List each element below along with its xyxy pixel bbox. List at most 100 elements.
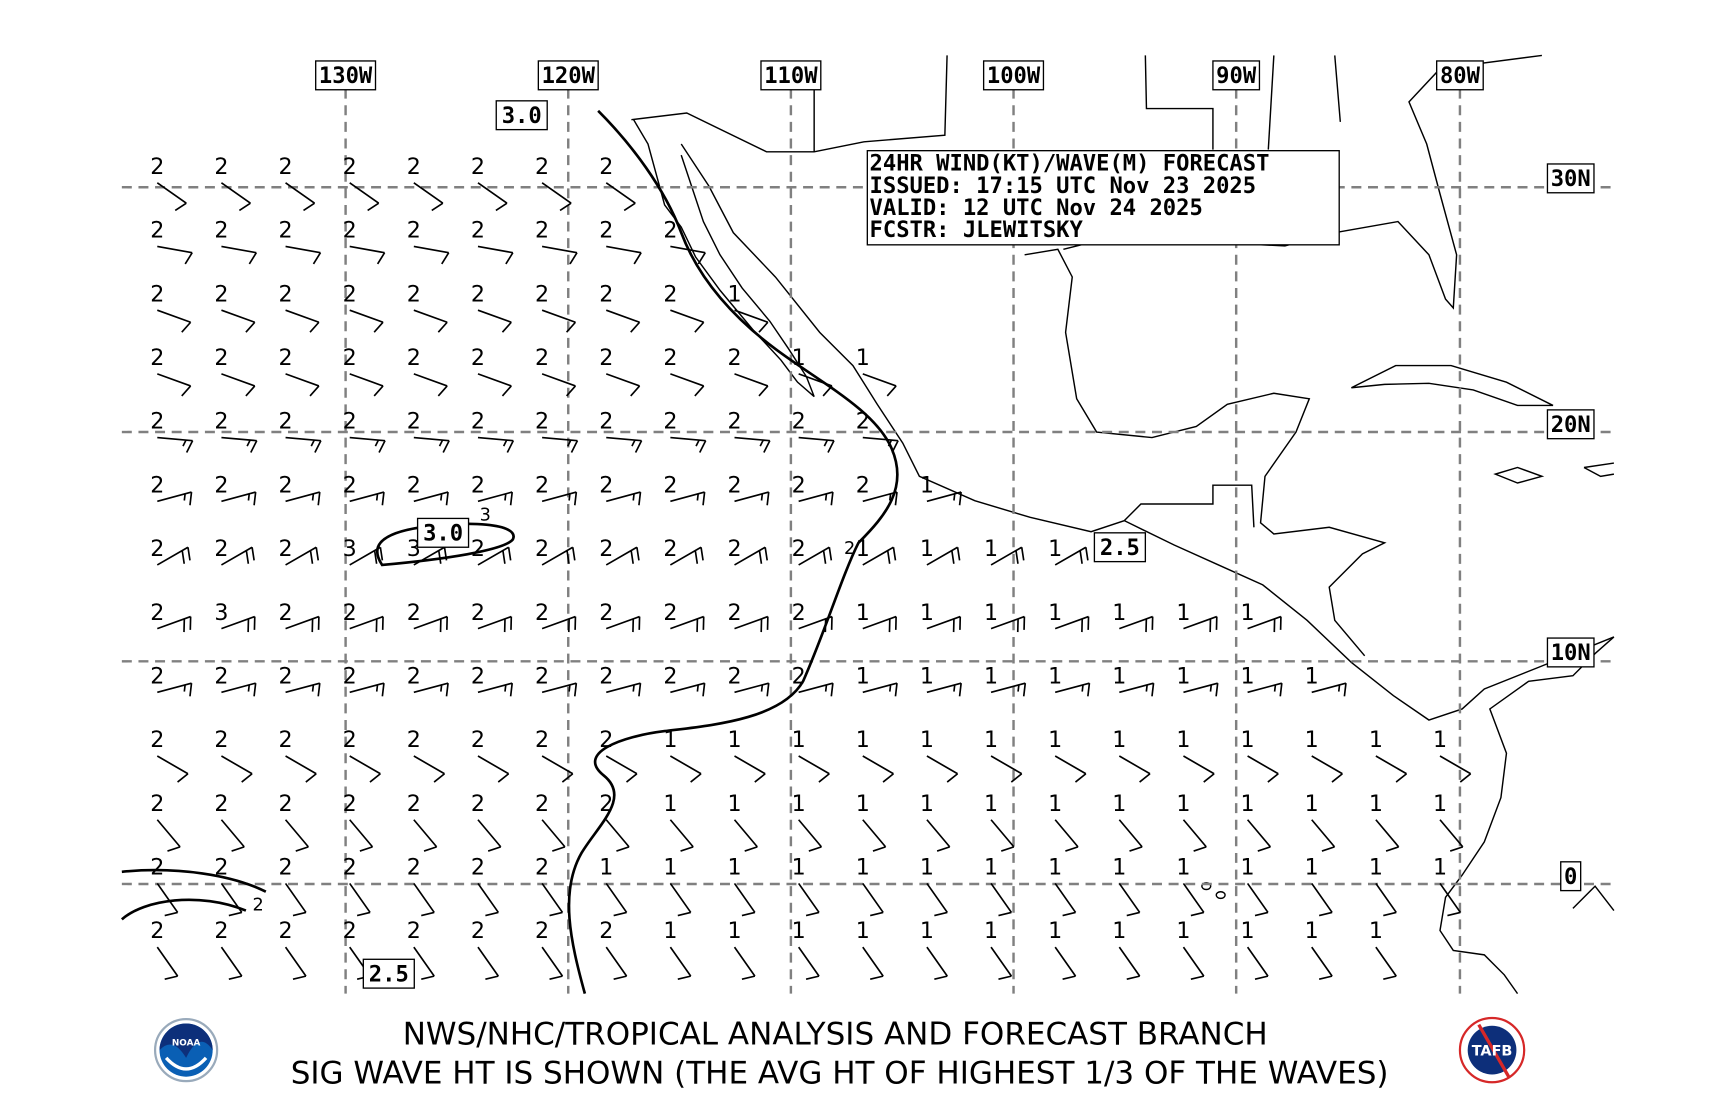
station-plot: 1 xyxy=(1369,855,1397,917)
station-plot: 2 xyxy=(599,409,643,453)
station-plot: 2 xyxy=(279,536,320,566)
station-plot: 1 xyxy=(984,918,1013,981)
wind-barb xyxy=(349,682,385,697)
wind-barb xyxy=(1054,882,1077,917)
wind-barb xyxy=(926,755,959,783)
station-plot: 1 xyxy=(1433,727,1472,783)
wind-barb xyxy=(926,615,962,633)
wind-barb xyxy=(157,436,194,453)
wave-height: 2 xyxy=(407,918,421,944)
wave-height: 2 xyxy=(727,536,741,562)
wave-height: 1 xyxy=(1241,727,1255,753)
wind-barb xyxy=(669,882,692,917)
wind-barb xyxy=(862,436,899,453)
station-plot: 2 xyxy=(150,855,179,917)
wind-barb xyxy=(734,373,769,397)
wind-barb xyxy=(798,436,835,453)
station-plot: 1 xyxy=(984,855,1013,917)
wind-barb xyxy=(1247,682,1283,697)
station-plot: 1 xyxy=(792,791,823,852)
wave-contours xyxy=(120,109,899,994)
wind-barb xyxy=(413,755,446,783)
wave-height: 2 xyxy=(279,409,293,435)
wind-barb xyxy=(413,946,435,981)
wave-height: 1 xyxy=(856,791,870,817)
wave-height: 2 xyxy=(279,345,293,371)
wave-height: 1 xyxy=(856,918,870,944)
wave-height: 2 xyxy=(214,345,228,371)
wind-barb xyxy=(605,309,641,333)
wave-height: 2 xyxy=(599,281,613,307)
longitude-label: 120W xyxy=(542,63,596,89)
wind-barb xyxy=(285,615,320,633)
station-plot: 1 xyxy=(984,536,1025,566)
wave-height: 2 xyxy=(471,536,485,562)
station-plot: 1 xyxy=(1176,600,1218,633)
wave-height: 2 xyxy=(471,663,485,689)
wind-barb xyxy=(606,491,642,506)
station-plot: 2 xyxy=(471,536,512,566)
jamaica xyxy=(1493,466,1545,484)
wave-height: 2 xyxy=(150,154,164,180)
station-plot: 2 xyxy=(214,791,245,852)
wave-height: 2 xyxy=(407,281,421,307)
station-plot: 2 xyxy=(471,918,500,981)
wind-barb xyxy=(285,373,320,397)
wave-height: 2 xyxy=(214,791,228,817)
wave-height: 1 xyxy=(599,855,613,881)
wave-height: 1 xyxy=(1112,918,1126,944)
wind-barb xyxy=(1183,682,1219,697)
wind-barb xyxy=(990,546,1025,566)
wave-height: 1 xyxy=(1433,855,1447,881)
station-plot: 1 xyxy=(1048,855,1077,917)
wind-barb xyxy=(605,819,630,852)
station-plot: 1 xyxy=(920,663,962,697)
station-plot: 2 xyxy=(599,918,628,981)
wave-height: 1 xyxy=(920,536,934,562)
wave-height: 2 xyxy=(150,791,164,817)
station-plot: 1 xyxy=(1112,727,1151,783)
wave-height: 1 xyxy=(1176,791,1190,817)
station-plot: 2 xyxy=(343,727,381,783)
wave-height: 2 xyxy=(343,855,357,881)
wave-height: 2 xyxy=(214,281,228,307)
wind-barb xyxy=(541,755,574,783)
station-plot: 2 xyxy=(343,345,384,397)
station-plot: 1 xyxy=(1112,663,1155,697)
wind-barb xyxy=(220,946,243,981)
station-plot: 2 xyxy=(343,855,371,917)
station-plot: 1 xyxy=(1241,727,1279,783)
wave-height: 2 xyxy=(407,727,421,753)
south-america xyxy=(1439,636,1615,995)
wind-barb xyxy=(605,615,641,633)
wind-barb xyxy=(541,819,566,852)
station-plot: 1 xyxy=(663,918,692,981)
wave-height: 2 xyxy=(792,536,806,562)
wave-height: 2 xyxy=(599,918,613,944)
wind-barb xyxy=(862,491,898,506)
wave-height: 2 xyxy=(279,281,293,307)
station-plot: 2 xyxy=(535,154,572,212)
wave-height: 1 xyxy=(920,727,934,753)
station-plot: 2 xyxy=(663,281,705,333)
wind-barb xyxy=(734,755,766,783)
wind-barb xyxy=(990,882,1013,917)
wind-barb xyxy=(605,946,628,981)
wave-height: 2 xyxy=(150,855,164,881)
wind-barb xyxy=(1246,946,1269,981)
wave-height: 2 xyxy=(727,409,741,435)
station-plot: 2 xyxy=(214,218,258,265)
wave-height: 2 xyxy=(214,663,228,689)
wind-barb xyxy=(220,819,245,852)
wave-height: 2 xyxy=(535,281,549,307)
longitude-label: 80W xyxy=(1440,63,1481,89)
wind-barb xyxy=(1247,755,1279,783)
wave-height: 1 xyxy=(1176,600,1190,626)
station-plot: 2 xyxy=(343,472,385,506)
wave-height: 1 xyxy=(792,855,806,881)
wave-height: 2 xyxy=(663,472,677,498)
station-plot: 2 xyxy=(471,218,514,265)
station-plot: 2 xyxy=(343,154,380,212)
station-plot: 1 xyxy=(1369,918,1397,981)
mexico-pacific-coast xyxy=(680,143,1615,721)
